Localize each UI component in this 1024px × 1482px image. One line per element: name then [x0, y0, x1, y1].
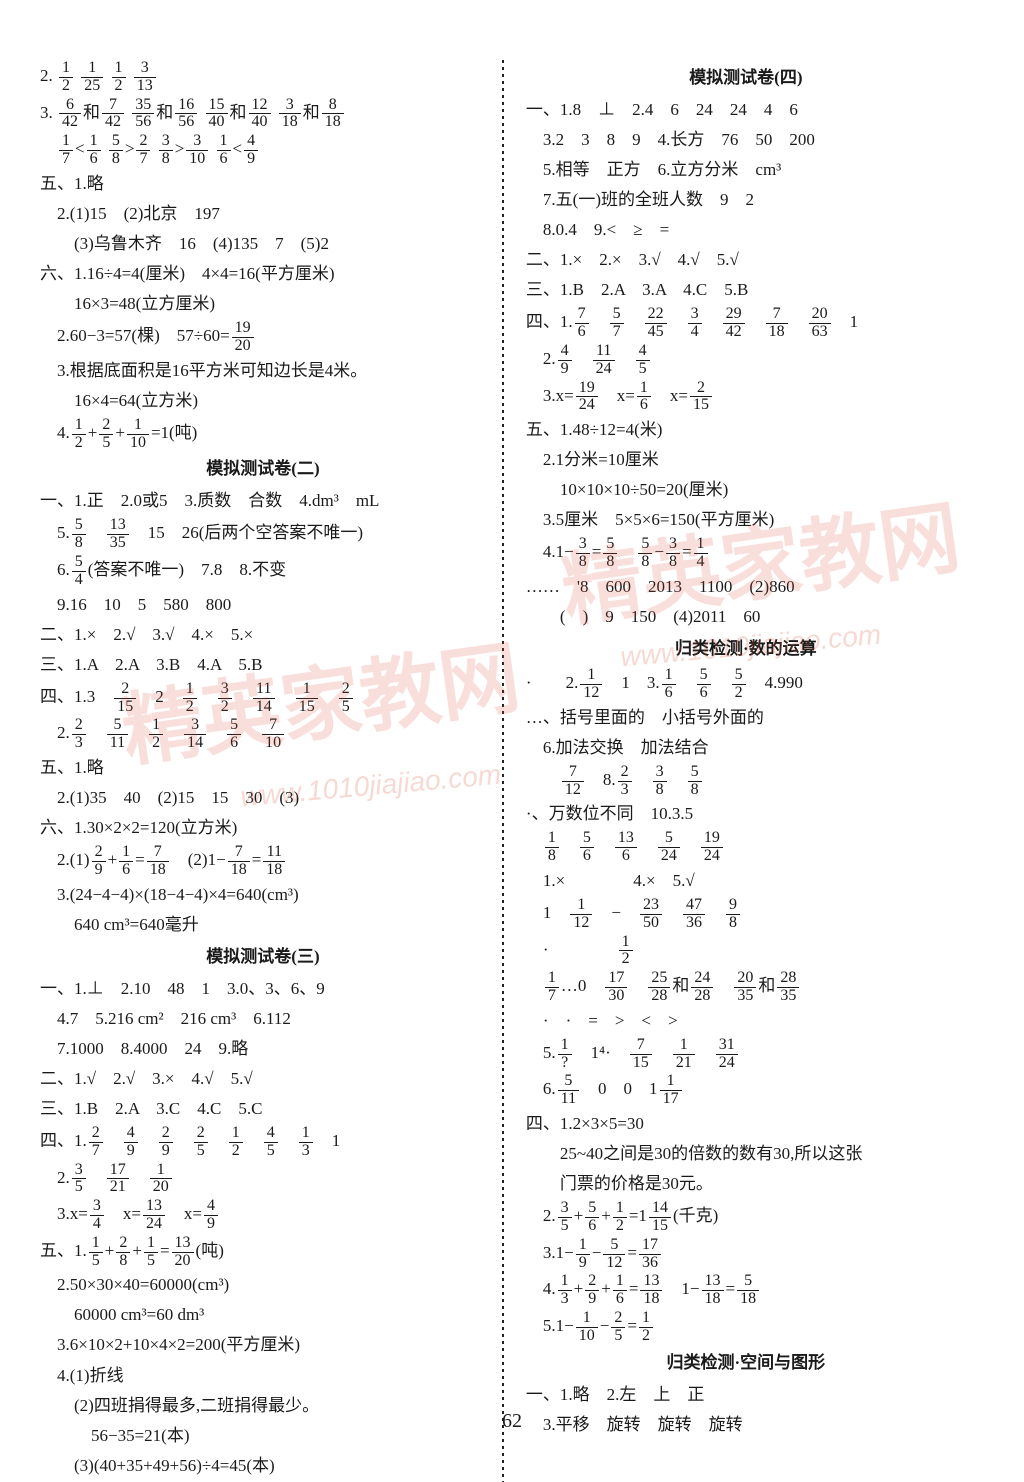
text-line: 五、1.略	[40, 754, 486, 782]
text-line: 4.12+25+110=1(吨)	[40, 417, 486, 452]
text-line: 门票的价格是30元。	[526, 1170, 966, 1198]
section-heading: 归类检测·空间与图形	[526, 1349, 966, 1377]
text-line: 16×3=48(立方厘米)	[40, 290, 486, 318]
text-line: 2.(1)35 40 (2)15 15 30 (3)	[40, 784, 486, 812]
text-line: 六、1.16÷4=4(厘米) 4×4=16(平方厘米)	[40, 260, 486, 288]
text-line: 3.2 3 8 9 4.长方 76 50 200	[526, 126, 966, 154]
text-line: 三、1.A 2.A 3.B 4.A 5.B	[40, 651, 486, 679]
text-line: 3.1−19−512=1736	[526, 1237, 966, 1272]
section-heading: 归类检测·数的运算	[526, 635, 966, 663]
text-line: 3.x=1924 x=16 x=215	[526, 380, 966, 415]
text-line: 4.(1)折线	[40, 1362, 486, 1390]
text-line: 4.1−38=58 58−38=14	[526, 536, 966, 571]
text-line: 9.16 10 5 580 800	[40, 591, 486, 619]
text-line: 四、1.2×3×5=30	[526, 1110, 966, 1138]
page-number: 62	[502, 1410, 522, 1433]
text-line: (3)乌鲁木齐 16 (4)135 7 (5)2	[40, 230, 486, 258]
text-line: 6.54(答案不唯一) 7.8 8.不变	[40, 554, 486, 589]
text-line: (2)四班捐得最多,二班捐得最少。	[40, 1392, 486, 1420]
text-line: 1 112 − 2350 4736 98	[526, 897, 966, 932]
text-line: 一、1.略 2.左 上 正	[526, 1381, 966, 1409]
text-line: 五、1.略	[40, 170, 486, 198]
text-line: 3. 642和742 3556和1656 1540和1240 318和818	[40, 97, 486, 132]
text-line: 5.1−110−25=12	[526, 1310, 966, 1345]
text-line: · · = > < >	[526, 1007, 966, 1035]
text-line: 2.60−3=57(棵) 57÷60=1920	[40, 320, 486, 355]
section-heading: 模拟测试卷(三)	[40, 943, 486, 971]
text-line: 2.(1)15 (2)北京 197	[40, 200, 486, 228]
text-line: 640 cm³=640毫升	[40, 911, 486, 939]
text-line: ( ) 9 150 (4)2011 60	[526, 603, 966, 631]
text-line: 3.根据底面积是16平方米可知边长是4米。	[40, 357, 486, 385]
text-line: 3.(24−4−4)×(18−4−4)×4=640(cm³)	[40, 881, 486, 909]
text-line: ·、万数位不同 10.3.5	[526, 800, 966, 828]
text-line: 六、1.30×2×2=120(立方米)	[40, 814, 486, 842]
text-line: 17…0 1730 2528和2428 2035和2835	[526, 970, 966, 1005]
text-line: 5.1? 1⁴· 715 121 3124	[526, 1037, 966, 1072]
text-line: · 2.112 1 3.16 56 52 4.990	[526, 667, 966, 702]
item-prefix: 3.	[40, 103, 53, 122]
text-line: 7.1000 8.4000 24 9.略	[40, 1035, 486, 1063]
text-line: 一、1.8 ⊥ 2.4 6 24 24 4 6	[526, 96, 966, 124]
text-line: 3.6×10×2+10×4×2=200(平方厘米)	[40, 1331, 486, 1359]
text-line: 5.58 1335 15 26(后两个空答案不唯一)	[40, 517, 486, 552]
left-column: 2. 12 125 12 313 3. 642和742 3556和1656 15…	[40, 60, 498, 1482]
text-line: 5.相等 正方 6.立方分米 cm³	[526, 156, 966, 184]
column-divider	[502, 60, 504, 1482]
text-line: 三、1.B 2.A 3.C 4.C 5.C	[40, 1095, 486, 1123]
text-line: 五、1.15+28+15=1320(吨)	[40, 1235, 486, 1270]
text-line: 一、1.⊥ 2.10 48 1 3.0、3、6、9	[40, 975, 486, 1003]
text-line: 2.23 511 12 314 56 710	[40, 717, 486, 752]
text-line: 2.(1)29+16=718 (2)1−718=1118	[40, 844, 486, 879]
text-line: 17<16 58>27 38>310 16<49	[40, 133, 486, 168]
text-line: …… '8 600 2013 1100 (2)860	[526, 573, 966, 601]
text-line: 三、1.B 2.A 3.A 4.C 5.B	[526, 276, 966, 304]
text-line: 2.35 1721 120	[40, 1162, 486, 1197]
text-line: 16×4=64(立方米)	[40, 387, 486, 415]
text-line: 6.加法交换 加法结合	[526, 734, 966, 762]
text-line: 18 56 136 524 1924	[526, 830, 966, 865]
text-line: 二、1.× 2.√ 3.√ 4.× 5.×	[40, 621, 486, 649]
text-line: 7.五(一)班的全班人数 9 2	[526, 186, 966, 214]
text-line: · 12	[526, 934, 966, 969]
text-line: (3)(40+35+49+56)÷4=45(本)	[40, 1452, 486, 1480]
text-line: 2. 12 125 12 313	[40, 60, 486, 95]
text-line: 6.511 0 0 1117	[526, 1073, 966, 1108]
text-line: 二、1.× 2.× 3.√ 4.√ 5.√	[526, 246, 966, 274]
text-line: …、括号里面的 小括号外面的	[526, 704, 966, 732]
text-line: 2.35+56+12=11415(千克)	[526, 1200, 966, 1235]
text-line: 10×10×10÷50=20(厘米)	[526, 476, 966, 504]
text-line: 3.平移 旋转 旋转 旋转	[526, 1411, 966, 1439]
text-line: 1.× 4.× 5.√	[526, 867, 966, 895]
text-line: 4.7 5.216 cm² 216 cm³ 6.112	[40, 1005, 486, 1033]
text-line: 712 8.23 38 58	[526, 764, 966, 799]
text-line: 4.13+29+16=1318 1−1318=518	[526, 1273, 966, 1308]
text-line: 56−35=21(本)	[40, 1422, 486, 1450]
section-heading: 模拟测试卷(二)	[40, 455, 486, 483]
text-line: 3.5厘米 5×5×6=150(平方厘米)	[526, 506, 966, 534]
section-heading: 模拟测试卷(四)	[526, 64, 966, 92]
text-line: 四、1.76 57 2245 34 2942 718 2063 1	[526, 306, 966, 341]
text-line: 60000 cm³=60 dm³	[40, 1301, 486, 1329]
text-line: 二、1.√ 2.√ 3.× 4.√ 5.√	[40, 1065, 486, 1093]
text-line: 一、1.正 2.0或5 3.质数 合数 4.dm³ mL	[40, 487, 486, 515]
page-columns: 2. 12 125 12 313 3. 642和742 3556和1656 15…	[40, 60, 994, 1482]
text-line: 五、1.48÷12=4(米)	[526, 416, 966, 444]
text-line: 2.1分米=10厘米	[526, 446, 966, 474]
text-line: 2.50×30×40=60000(cm³)	[40, 1271, 486, 1299]
item-prefix: 2.	[40, 66, 53, 85]
text-line: 四、1.27 49 29 25 12 45 13 1	[40, 1125, 486, 1160]
text-line: 25~40之间是30的倍数的数有30,所以这张	[526, 1140, 966, 1168]
text-line: 2.49 1124 45	[526, 343, 966, 378]
text-line: 8.0.4 9.< ≥ =	[526, 216, 966, 244]
text-line: 四、1.3 215 2 12 32 1114 115 25	[40, 681, 486, 716]
right-column: 模拟测试卷(四) 一、1.8 ⊥ 2.4 6 24 24 4 6 3.2 3 8…	[508, 60, 966, 1482]
text-line: 3.x=34 x=1324 x=49	[40, 1198, 486, 1233]
